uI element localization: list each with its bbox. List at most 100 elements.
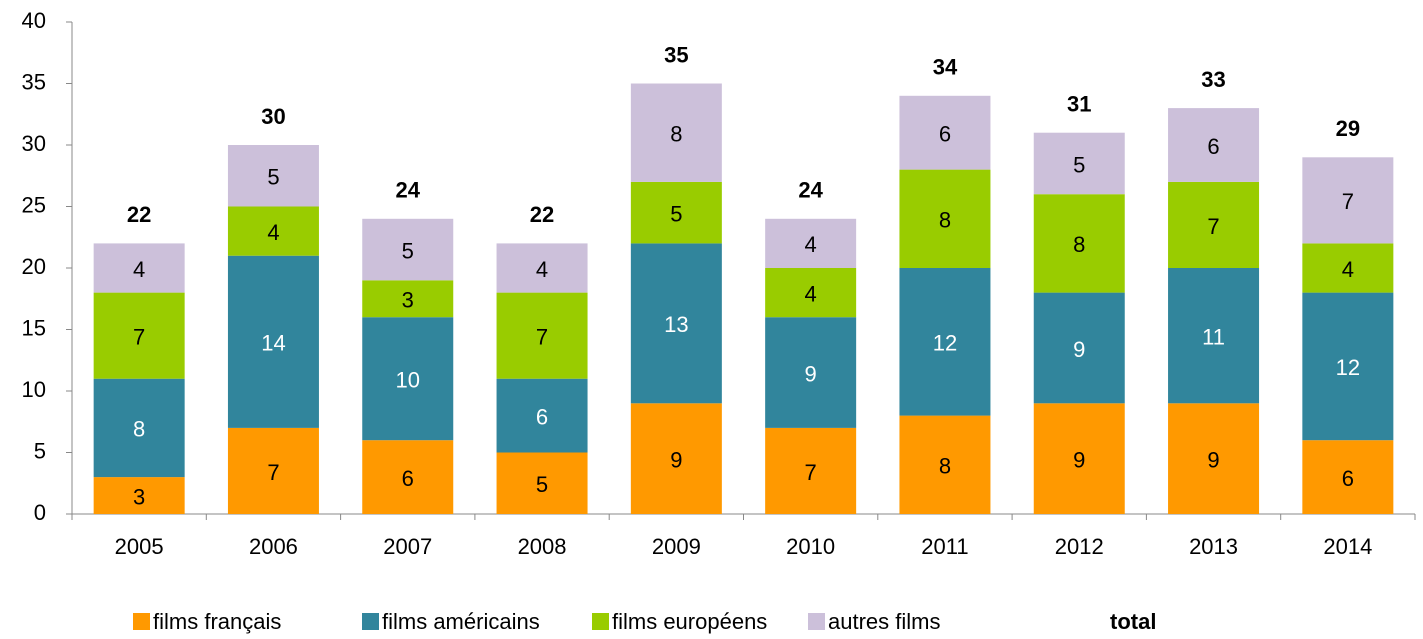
data-label: 9 (1207, 447, 1219, 472)
total-label: 31 (1067, 92, 1091, 117)
data-label: 7 (133, 324, 145, 349)
bar-segment (362, 317, 454, 441)
bar-segment (362, 218, 454, 281)
bar-segment (1033, 132, 1125, 195)
bar-segment (1302, 440, 1394, 514)
data-label: 6 (939, 122, 951, 147)
legend-label: total (1110, 609, 1156, 634)
bar-segment (1168, 403, 1260, 514)
bar-segment (496, 292, 588, 379)
data-label: 8 (939, 454, 951, 479)
total-label: 22 (530, 202, 554, 227)
bar-segment (765, 317, 857, 428)
bar-segment (1302, 243, 1394, 293)
y-tick-label: 35 (22, 69, 46, 94)
total-label: 24 (798, 178, 823, 203)
data-label: 4 (133, 257, 145, 282)
y-tick-label: 20 (22, 254, 46, 279)
data-label: 9 (670, 447, 682, 472)
legend-swatch (808, 613, 825, 630)
y-tick-label: 25 (22, 192, 46, 217)
data-label: 9 (1073, 447, 1085, 472)
data-label: 5 (267, 165, 279, 190)
bar-segment (1168, 268, 1260, 404)
total-label: 22 (127, 202, 151, 227)
legend-label: films européens (612, 609, 767, 634)
data-label: 6 (402, 466, 414, 491)
bar-segment (93, 378, 185, 478)
bar-segment (1033, 194, 1125, 293)
x-tick-label: 2014 (1323, 534, 1372, 559)
legend-swatch (362, 613, 379, 630)
x-tick-label: 2010 (786, 534, 835, 559)
data-label: 4 (805, 232, 817, 257)
bar-segment (1033, 292, 1125, 404)
x-tick-label: 2011 (921, 534, 968, 559)
x-tick-label: 2006 (249, 534, 298, 559)
bar-segment (93, 292, 185, 379)
bar-segment (1033, 403, 1125, 514)
bar-segment (630, 181, 722, 244)
bar-segment (1168, 108, 1260, 182)
bar-segment (899, 169, 991, 268)
y-tick-label: 30 (22, 131, 46, 156)
total-label: 29 (1336, 116, 1360, 141)
total-label: 34 (933, 55, 958, 80)
bar-segment (93, 243, 185, 293)
data-label: 7 (536, 324, 548, 349)
bar-segment (899, 415, 991, 514)
data-label: 7 (267, 460, 279, 485)
data-label: 6 (1207, 134, 1219, 159)
legend-label: autres films (828, 609, 940, 634)
bar-segment (630, 403, 722, 514)
data-label: 9 (805, 361, 817, 386)
bar-segment (496, 378, 588, 453)
data-label: 5 (402, 238, 414, 263)
bar-segment (227, 427, 319, 514)
bar-segment (93, 477, 185, 514)
data-label: 4 (536, 257, 548, 282)
y-tick-label: 15 (22, 315, 46, 340)
data-label: 8 (133, 417, 145, 442)
bar-segment (899, 268, 991, 416)
data-label: 7 (1342, 189, 1354, 214)
bar-segment (362, 440, 454, 514)
total-label: 30 (261, 104, 285, 129)
bar-segment (496, 243, 588, 293)
data-label: 11 (1202, 324, 1225, 349)
bar-segment (1302, 157, 1394, 244)
data-label: 5 (670, 201, 682, 226)
data-label: 5 (536, 472, 548, 497)
y-tick-label: 40 (22, 8, 46, 33)
bar-segment (630, 83, 722, 182)
legend-label: films américains (382, 609, 540, 634)
bar-segment (765, 218, 857, 268)
bar-segment (765, 427, 857, 514)
data-label: 12 (1336, 355, 1360, 380)
data-label: 6 (536, 404, 548, 429)
data-label: 4 (1342, 257, 1354, 282)
y-tick-label: 10 (22, 377, 46, 402)
data-label: 8 (1073, 232, 1085, 257)
bar-segment (899, 95, 991, 170)
data-label: 10 (396, 368, 420, 393)
data-label: 3 (133, 484, 145, 509)
total-label: 33 (1201, 67, 1225, 92)
total-label: 24 (396, 178, 421, 203)
x-tick-label: 2013 (1189, 534, 1238, 559)
data-label: 6 (1342, 466, 1354, 491)
x-tick-label: 2008 (518, 534, 567, 559)
data-label: 3 (402, 288, 414, 313)
data-label: 4 (805, 281, 817, 306)
data-label: 5 (1073, 152, 1085, 177)
bar-segment (227, 145, 319, 207)
data-label: 12 (933, 331, 957, 356)
bar-segment (765, 268, 857, 318)
legend-label: films français (153, 609, 281, 634)
bar-segment (362, 280, 454, 318)
data-label: 14 (261, 331, 285, 356)
bar-segment (630, 243, 722, 404)
data-label: 7 (1207, 214, 1219, 239)
bar-segment (1168, 181, 1260, 268)
